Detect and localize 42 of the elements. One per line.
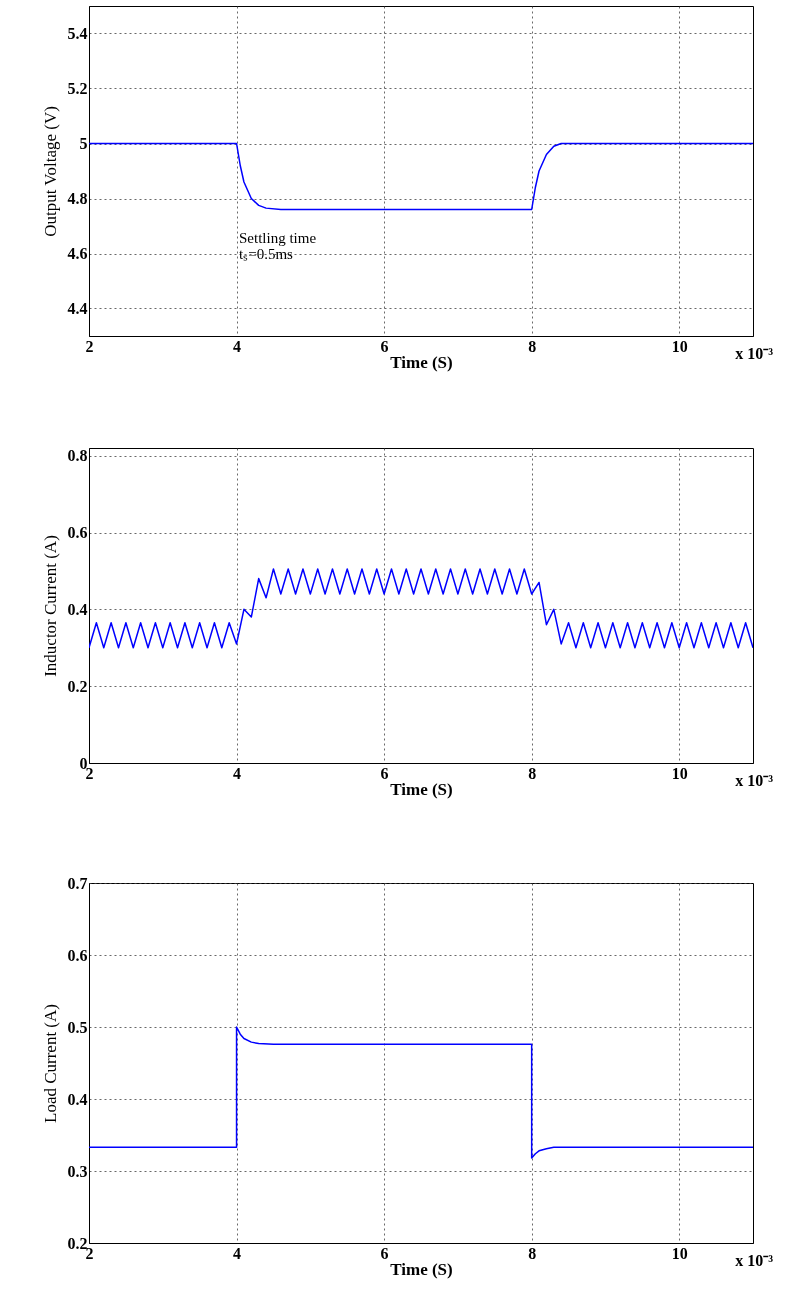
y-tick-label: 0.6 bbox=[67, 524, 88, 542]
x-axis-title: Time (S) bbox=[390, 779, 453, 799]
y-tick-label: 4.6 bbox=[67, 245, 88, 262]
annotation: tₛ=0.5ms bbox=[239, 246, 294, 262]
x-tick-label: 8 bbox=[528, 337, 537, 355]
y-tick-label: 0.8 bbox=[67, 447, 88, 465]
y-axis-title: Output Voltage (V) bbox=[40, 106, 60, 237]
y-tick-label: 0.6 bbox=[67, 946, 88, 964]
x-axis-title: Time (S) bbox=[390, 352, 453, 372]
text: x 10⁻³ bbox=[735, 772, 774, 789]
y-tick-label: 0.2 bbox=[67, 677, 88, 695]
y-tick-label: 0.5 bbox=[67, 1018, 88, 1036]
x-tick-label: 10 bbox=[671, 764, 688, 782]
x-tick-label: 8 bbox=[528, 764, 537, 782]
y-tick-label: 0.4 bbox=[67, 1090, 88, 1108]
y-tick-label: 5.4 bbox=[67, 25, 88, 42]
y-tick-label: 5.2 bbox=[67, 80, 88, 97]
x-tick-label: 2 bbox=[85, 337, 94, 355]
line-series bbox=[89, 568, 753, 649]
x-tick-label: 4 bbox=[233, 337, 242, 355]
line-series bbox=[89, 1026, 753, 1159]
x-tick-label: 6 bbox=[380, 337, 389, 355]
text: x 10⁻³ bbox=[735, 345, 774, 362]
y-axis-title: Load Current (A) bbox=[40, 1004, 60, 1123]
x-tick-label: 10 bbox=[671, 337, 688, 355]
annotation: Settling time bbox=[239, 230, 317, 246]
y-axis-title: Inductor Current (A) bbox=[40, 535, 60, 677]
y-tick-label: 0.3 bbox=[67, 1162, 88, 1180]
y-tick-label: 4.8 bbox=[67, 190, 88, 207]
y-tick-label: 0.4 bbox=[67, 600, 88, 618]
x-tick-label: 10 bbox=[671, 1244, 688, 1262]
y-tick-label: 0.7 bbox=[67, 874, 88, 892]
x-tick-label: 4 bbox=[233, 764, 242, 782]
x-axis-title: Time (S) bbox=[390, 1259, 453, 1279]
text: x 10⁻³ bbox=[735, 1252, 774, 1269]
y-tick-label: 5 bbox=[79, 135, 88, 152]
x-tick-label: 6 bbox=[380, 764, 389, 782]
x-tick-label: 6 bbox=[380, 1244, 389, 1262]
y-tick-label: 4.4 bbox=[67, 300, 88, 317]
line-series bbox=[89, 142, 753, 211]
x-tick-label: 4 bbox=[233, 1244, 242, 1262]
x-tick-label: 8 bbox=[528, 1244, 537, 1262]
